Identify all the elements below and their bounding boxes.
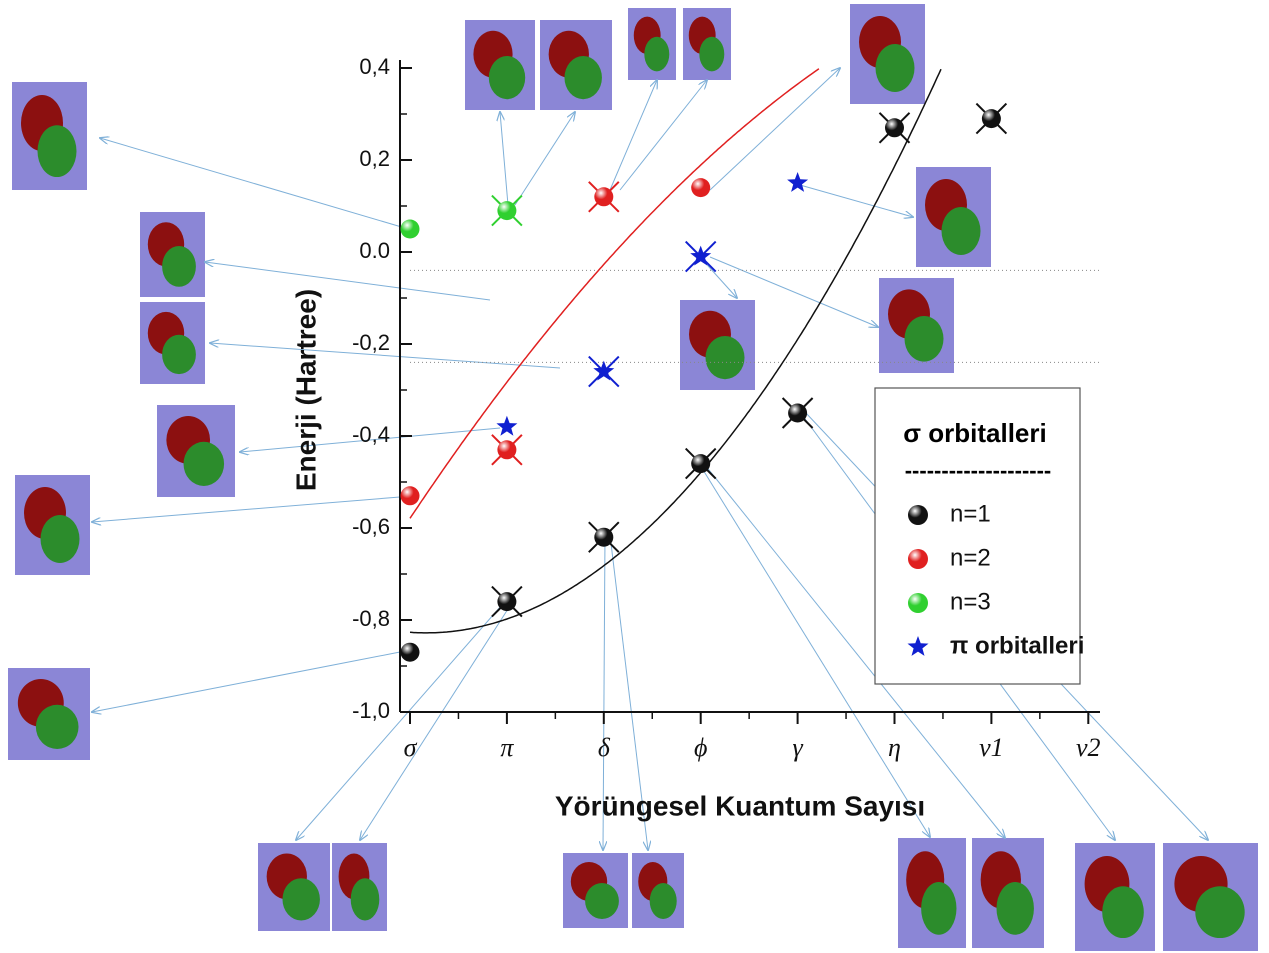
arrow (205, 262, 490, 300)
y-tick-label: -1,0 (352, 698, 390, 723)
lobe (351, 878, 380, 920)
lobe (876, 44, 915, 92)
legend-title: σ orbitalleri (903, 418, 1046, 448)
y-tick-label: 0,2 (359, 146, 390, 171)
y-tick-label: -0,2 (352, 330, 390, 355)
x-tick-label: ν1 (979, 733, 1004, 762)
legend-label: n=2 (950, 544, 991, 571)
fit-curve (410, 69, 941, 633)
lobe (162, 335, 196, 374)
lobe (1102, 886, 1144, 938)
lobe (282, 878, 319, 920)
lobe (706, 336, 745, 379)
x-tick-label: δ (598, 733, 611, 762)
point (496, 416, 517, 436)
point (691, 454, 710, 473)
lobe (699, 37, 724, 72)
point (885, 118, 904, 137)
point (401, 220, 420, 239)
point (497, 440, 516, 459)
legend-label: n=3 (950, 588, 991, 615)
lobe (996, 882, 1033, 935)
lobe (41, 515, 80, 563)
legend-marker (908, 593, 928, 613)
lobe (36, 705, 79, 749)
point (594, 187, 613, 206)
x-tick-label: π (500, 733, 514, 762)
legend-label: n=1 (950, 500, 991, 527)
point (594, 528, 613, 547)
x-tick-label: ϕ (694, 733, 707, 762)
arrow (800, 185, 913, 217)
lobe (38, 125, 77, 177)
legend-marker (908, 549, 928, 569)
legend-separator: -------------------- (905, 458, 1052, 483)
y-axis-title: Enerji (Hartree) (290, 289, 321, 491)
lobe (905, 316, 944, 362)
x-tick-label: σ (404, 733, 418, 762)
point (787, 172, 808, 192)
lobe (650, 883, 677, 919)
lobe (162, 246, 196, 287)
lobe (1195, 886, 1244, 938)
arrow (296, 598, 508, 840)
arrow (500, 112, 508, 205)
point (497, 201, 516, 220)
chart: Yörüngesel Kuantum Sayısı Enerji (Hartre… (0, 0, 1269, 953)
y-tick-label: -0,4 (352, 422, 390, 447)
x-tick-label: ν2 (1076, 733, 1101, 762)
fit-curve (410, 69, 819, 519)
x-axis-title: Yörüngesel Kuantum Sayısı (555, 790, 925, 821)
legend-label: π orbitalleri (950, 632, 1084, 659)
lobe (585, 883, 619, 919)
lobe (184, 442, 225, 486)
arrow (515, 112, 575, 205)
point (497, 592, 516, 611)
y-tick-label: -0,6 (352, 514, 390, 539)
point (982, 109, 1001, 128)
legend-marker (908, 505, 928, 525)
y-tick-label: 0.0 (359, 238, 390, 263)
x-tick-label: γ (792, 733, 803, 762)
point (401, 643, 420, 662)
x-tick-label: η (888, 733, 901, 762)
y-tick-label: -0,8 (352, 606, 390, 631)
lobe (489, 56, 525, 99)
point (691, 178, 710, 197)
lobe (564, 56, 601, 99)
lobe (921, 882, 956, 935)
lobe (644, 37, 669, 72)
arrow (710, 68, 840, 190)
lobe (942, 207, 981, 255)
y-tick-label: 0,4 (359, 54, 390, 79)
point (788, 404, 807, 423)
point (401, 486, 420, 505)
